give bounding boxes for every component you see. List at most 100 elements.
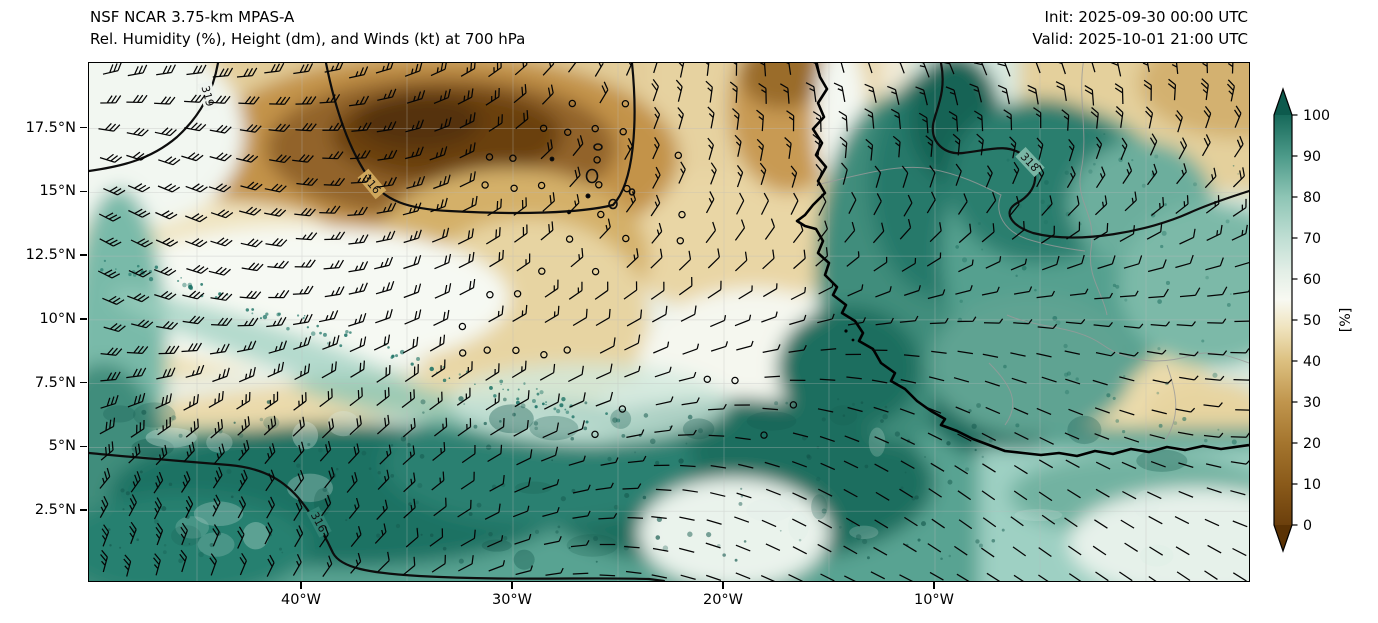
wind-barb [655, 488, 672, 491]
wind-barb [348, 312, 367, 327]
wind-barb [705, 574, 722, 581]
wind-barb [957, 350, 974, 355]
wind-barb [212, 494, 221, 517]
wind-barb [346, 471, 358, 493]
wind-barb [403, 472, 416, 493]
wind-barb [155, 210, 178, 220]
wind-barb [429, 334, 446, 352]
wind-barb [705, 191, 715, 214]
wind-barb [625, 191, 637, 213]
wind-barb [208, 390, 224, 408]
wind-barb [761, 519, 777, 528]
calm-wind-circle [565, 235, 574, 243]
wind-barb [402, 445, 415, 466]
wind-barb [1176, 321, 1196, 327]
wind-barb [210, 419, 224, 439]
wind-barb [1232, 547, 1247, 557]
wind-barb [402, 336, 419, 354]
calm-wind-circle [674, 151, 683, 160]
wind-barb [127, 293, 150, 303]
wind-barb [1008, 195, 1020, 217]
wind-barb [1093, 321, 1113, 328]
wind-barb [1051, 63, 1066, 75]
wind-barb [995, 63, 1011, 77]
wind-barb [927, 432, 943, 441]
wind-barb [1114, 83, 1124, 105]
wind-barb [1090, 107, 1099, 129]
wind-barb [735, 544, 751, 552]
wind-barb [792, 221, 804, 244]
wind-barb [705, 221, 717, 244]
wind-barb [569, 166, 581, 188]
wind-barb [1041, 195, 1053, 216]
wind-barb [981, 432, 996, 441]
wind-barb [945, 86, 959, 106]
wind-barb [952, 133, 961, 156]
wind-barb [127, 64, 148, 77]
wind-barb [1065, 459, 1080, 468]
wind-barb [209, 152, 232, 162]
wind-barb [969, 83, 983, 103]
wind-barb [292, 313, 313, 326]
wind-barb [1146, 349, 1167, 355]
wind-barb [1036, 290, 1056, 299]
wind-barb [511, 360, 527, 379]
model-title: NSF NCAR 3.75-km MPAS-A [90, 8, 295, 26]
wind-barb [154, 96, 176, 105]
wind-barb [957, 433, 972, 442]
wind-barb [515, 110, 529, 130]
wind-barb [238, 469, 248, 492]
wind-barb [874, 519, 889, 529]
wind-barb [294, 207, 316, 217]
wind-barb [569, 392, 586, 408]
wind-barb [292, 285, 314, 295]
wind-barb [1207, 350, 1228, 356]
wind-barb [817, 220, 828, 242]
wind-barb [792, 546, 807, 555]
wind-barb [650, 194, 661, 217]
wind-barb [653, 341, 670, 354]
wind-barb [1138, 63, 1150, 73]
wind-barb [652, 547, 669, 552]
wind-barb [736, 192, 745, 215]
colorbar-unit-label: [%] [1338, 308, 1354, 333]
wind-barb [319, 440, 332, 462]
wind-barb [1176, 571, 1191, 581]
wind-barb [982, 353, 999, 358]
wind-barb [404, 146, 424, 160]
wind-barb [903, 354, 920, 358]
wind-barb [157, 417, 171, 436]
wind-barb [788, 574, 803, 581]
wind-barb [956, 573, 971, 581]
wind-barb [319, 525, 329, 548]
wind-barb [210, 292, 233, 301]
wind-barb [1179, 228, 1196, 245]
calm-wind-circle [760, 431, 768, 439]
wind-barb [1145, 106, 1154, 129]
wind-barb [126, 127, 149, 137]
wind-barb [926, 252, 942, 267]
wind-barb [831, 63, 845, 73]
wind-barb [514, 63, 528, 76]
wind-barb [457, 418, 472, 437]
wind-barb [376, 414, 390, 435]
wind-barb [373, 334, 391, 351]
wind-barb [460, 529, 476, 547]
wind-barb [567, 420, 585, 435]
wind-barb [1036, 407, 1052, 416]
wind-barb [623, 281, 638, 300]
wind-barb [322, 122, 344, 131]
wind-barb [1148, 575, 1162, 581]
wind-barb [792, 518, 807, 527]
small-closed-contours [549, 143, 636, 215]
wind-barb [846, 251, 860, 267]
wind-barb [1119, 409, 1135, 416]
wind-barb [1203, 106, 1212, 129]
wind-barb [1234, 253, 1249, 268]
wind-barb [293, 499, 303, 522]
calm-wind-circle [622, 234, 630, 243]
wind-barb [158, 156, 181, 166]
wind-barb [377, 149, 398, 161]
colorbar-gradient [1274, 115, 1292, 525]
wind-barb [460, 63, 476, 77]
